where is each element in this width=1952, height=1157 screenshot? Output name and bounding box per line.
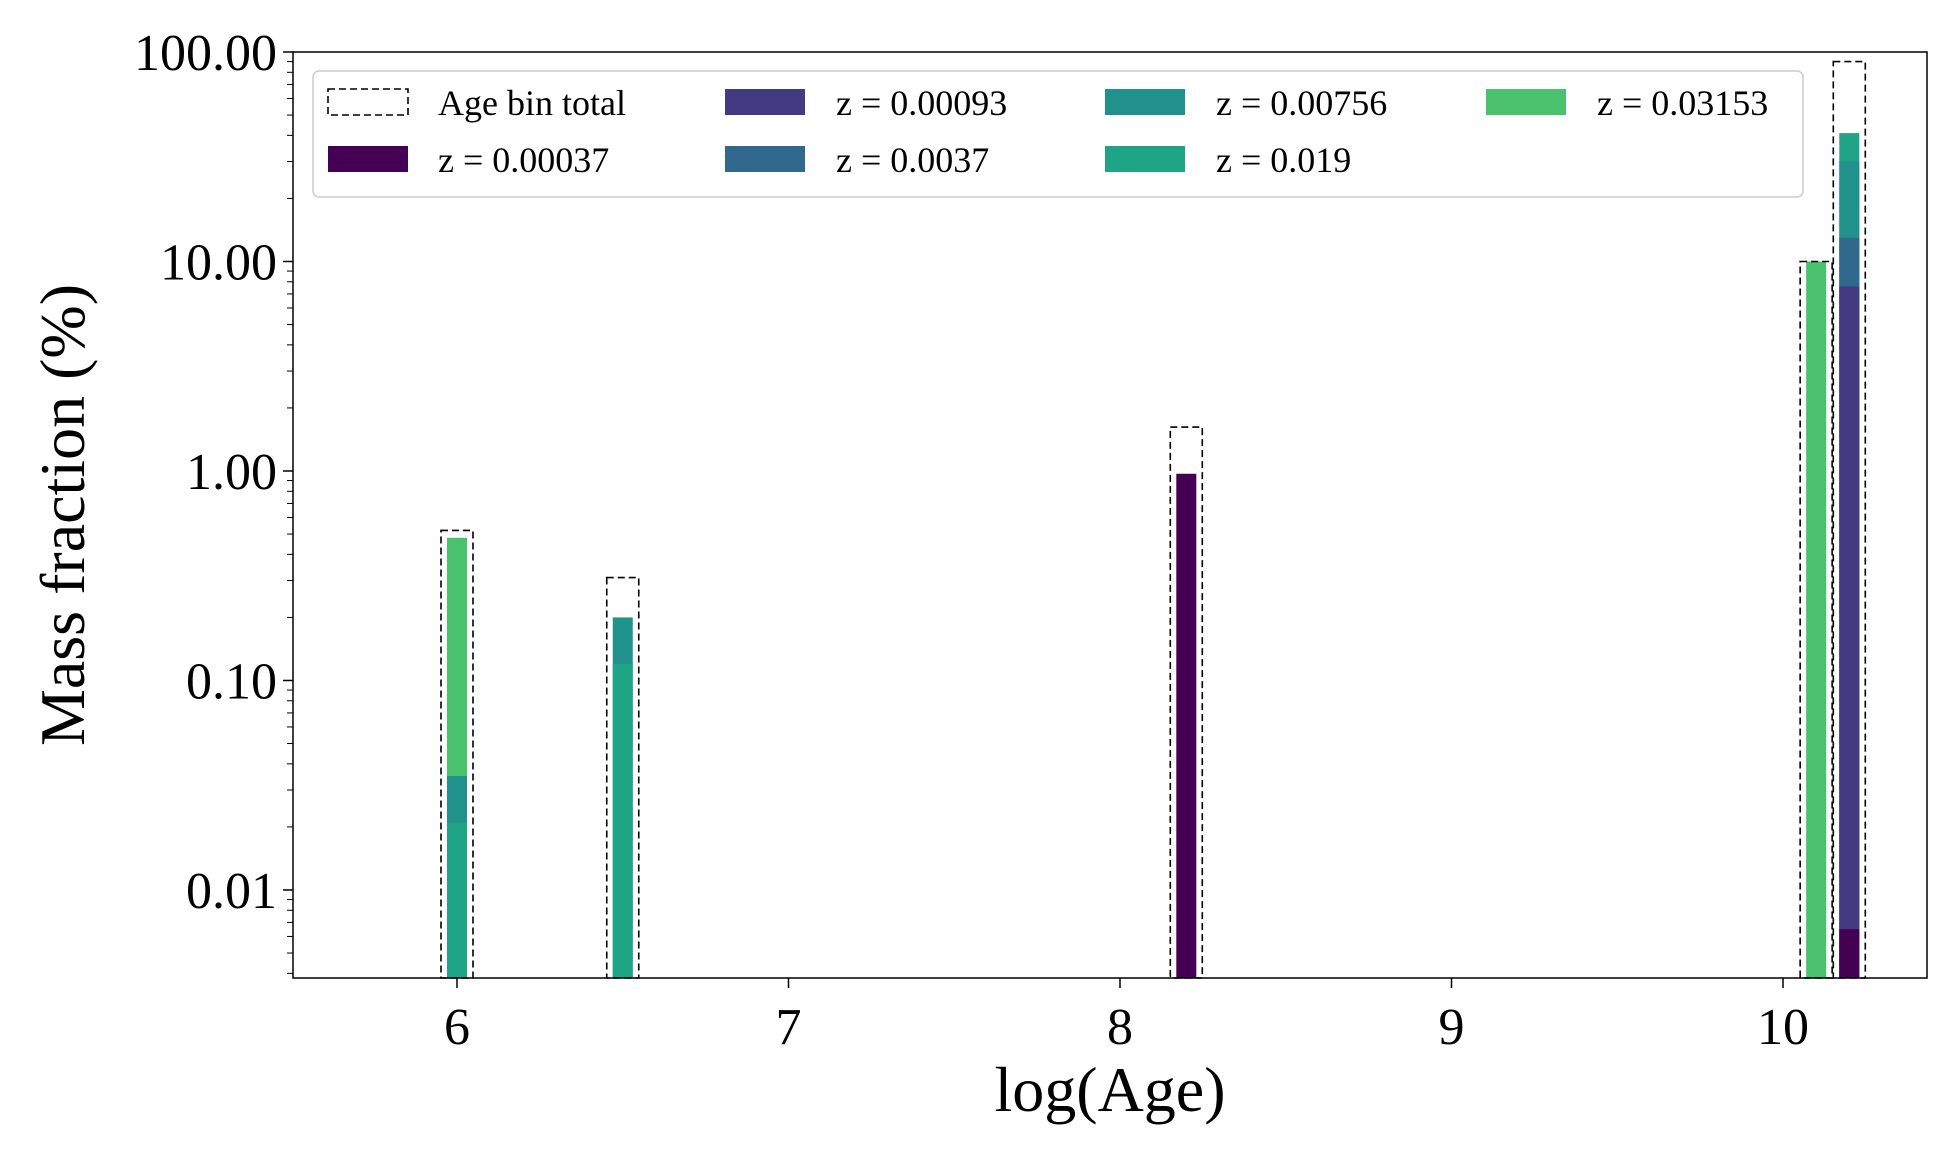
x-tick-label-1: 7 (776, 999, 802, 1056)
axis-ticks-layer: 6 7 8 9 10 0.01 0.10 1.00 10.00 100.00 (134, 25, 1809, 1056)
legend-frame (312, 70, 1804, 198)
y-tick-label-0: 0.01 (186, 863, 277, 920)
legend-swatch-3 (1105, 89, 1185, 115)
x-tick-label-0: 6 (444, 999, 470, 1056)
legend: Age bin total z = 0.00037 z = 0.00093 z … (312, 70, 1804, 198)
legend-label-2: z = 0.0037 (836, 140, 989, 180)
bar-10 (1839, 286, 1860, 979)
legend-label-0: z = 0.00037 (438, 140, 609, 180)
x-tick-label-3: 9 (1439, 999, 1465, 1056)
legend-swatch-age-bin-total (327, 88, 409, 116)
bar-11 (1839, 929, 1860, 978)
age-bin-total-4 (1832, 60, 1867, 979)
x-tick-label-2: 8 (1107, 999, 1133, 1056)
x-tick-label-4: 10 (1757, 999, 1809, 1056)
age-bin-total-1 (605, 576, 640, 979)
y-tick-label-4: 100.00 (134, 25, 277, 82)
bar-5 (1176, 473, 1197, 978)
legend-label-5: z = 0.03153 (1597, 83, 1768, 123)
bars-layer (447, 133, 1860, 979)
legend-swatch-5 (1486, 89, 1566, 115)
age-bin-totals-layer (440, 60, 1867, 979)
legend-swatch-1 (725, 89, 805, 115)
bar-6 (1806, 261, 1827, 978)
x-axis-label: log(Age) (994, 1054, 1225, 1125)
bar-2 (447, 822, 467, 978)
legend-label-3: z = 0.00756 (1216, 83, 1387, 123)
bar-4 (612, 663, 633, 978)
legend-swatch-4 (1105, 146, 1185, 172)
y-tick-label-3: 10.00 (160, 234, 277, 291)
y-tick-label-2: 1.00 (186, 444, 277, 501)
legend-label-age-bin-total: Age bin total (438, 83, 626, 123)
legend-label-4: z = 0.019 (1216, 140, 1351, 180)
legend-swatch-0 (328, 146, 408, 172)
plot-frame (292, 51, 1928, 979)
legend-swatch-2 (725, 146, 805, 172)
legend-label-1: z = 0.00093 (836, 83, 1007, 123)
y-axis-label: Mass fraction (%) (27, 284, 98, 746)
y-tick-label-1: 0.10 (186, 653, 277, 710)
